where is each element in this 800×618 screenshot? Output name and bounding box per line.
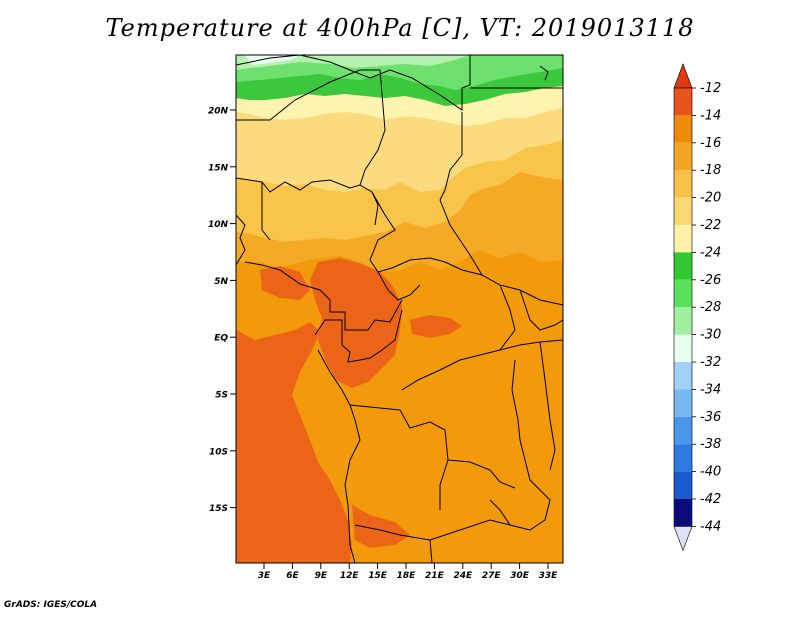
colorbar-label: -16 <box>700 136 721 151</box>
chart-title: Temperature at 400hPa [C], VT: 201901311… <box>105 14 695 42</box>
colorbar-label: -42 <box>700 492 721 507</box>
colorbar-label: -24 <box>700 245 721 260</box>
lon-label: 15E <box>368 571 388 581</box>
colorbar-top-arrow <box>673 63 693 89</box>
map-frame <box>235 54 564 564</box>
colorbar-segment <box>674 499 692 527</box>
lat-label: 15N <box>208 163 229 173</box>
colorbar-label: -12 <box>700 81 721 96</box>
lon-label: 24E <box>453 571 473 581</box>
colorbar-segment <box>674 142 692 171</box>
band-minus-12-central <box>310 258 402 388</box>
colorbar: -12 -14 -16 -18 -20 -22 -24 -26 -28 -30 -32 -34 -36 -… <box>673 63 721 552</box>
lat-label: 5S <box>215 391 228 401</box>
colorbar-label: -26 <box>700 273 721 288</box>
lat-label: 10S <box>209 447 228 457</box>
colorbar-segment <box>674 362 692 390</box>
lon-label: 33E <box>539 571 559 581</box>
longitude-axis: 3E 6E 9E 12E 15E 18E 21E 24E 27E 30E 33E <box>258 563 558 581</box>
colorbar-bottom-arrow <box>673 526 693 552</box>
lat-label: 15S <box>209 504 228 514</box>
colorbar-label: -28 <box>700 300 721 315</box>
colorbar-segment <box>674 88 692 116</box>
lat-label: 10N <box>208 220 229 230</box>
lat-label: 20N <box>208 107 229 117</box>
temperature-field <box>236 55 563 563</box>
colorbar-segment <box>674 389 692 417</box>
colorbar-label: -22 <box>700 218 721 233</box>
lon-label: 12E <box>340 571 360 581</box>
band-minus-26 <box>236 55 563 90</box>
band-minus-12-west <box>236 322 352 563</box>
colorbar-label: -30 <box>700 328 721 343</box>
colorbar-label: -38 <box>700 437 721 452</box>
colorbar-segment <box>674 471 692 499</box>
colorbar-label: -40 <box>700 465 721 480</box>
colorbar-segment <box>674 225 692 253</box>
colorbar-segment <box>674 252 692 280</box>
lon-label: 9E <box>315 571 328 581</box>
lon-label: 6E <box>286 571 299 581</box>
colorbar-label: -44 <box>700 519 721 534</box>
lon-label: 30E <box>510 571 530 581</box>
lon-label: 18E <box>397 571 417 581</box>
colorbar-segment <box>674 197 692 225</box>
colorbar-segment <box>674 416 692 445</box>
colorbar-label: -34 <box>700 382 721 397</box>
country-borders <box>235 54 564 564</box>
lon-label: 27E <box>482 571 502 581</box>
band-minus-12-east <box>410 315 462 338</box>
lon-label: 3E <box>258 571 271 581</box>
grads-credit: GrADS: IGES/COLA <box>4 600 98 610</box>
band-minus-28 <box>236 55 470 70</box>
latitude-axis: 20N 15N 10N 5N EQ 5S 10S 15S <box>208 107 236 514</box>
colorbar-label: -32 <box>700 355 721 370</box>
colorbar-segment <box>674 307 692 335</box>
colorbar-label: -18 <box>700 163 721 178</box>
colorbar-segment <box>674 334 692 362</box>
band-minus-12-south <box>352 505 410 548</box>
band-minus-12-gulf <box>260 266 310 300</box>
colorbar-label: -20 <box>700 191 721 206</box>
colorbar-segment <box>674 170 692 198</box>
colorbar-label: -36 <box>700 410 721 425</box>
lat-label: 5N <box>214 277 228 287</box>
colorbar-segment <box>674 279 692 308</box>
colorbar-segment <box>674 444 692 472</box>
colorbar-segment <box>674 115 692 143</box>
colorbar-label: -14 <box>700 108 721 123</box>
lat-label: EQ <box>214 334 228 344</box>
lon-label: 21E <box>425 571 445 581</box>
band-minus-30 <box>244 55 300 65</box>
